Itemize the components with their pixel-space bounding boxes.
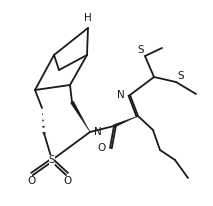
Text: S: S xyxy=(177,71,184,81)
Text: O: O xyxy=(27,176,35,186)
Text: O: O xyxy=(98,143,106,153)
Text: N: N xyxy=(117,90,125,100)
Polygon shape xyxy=(114,116,138,127)
Polygon shape xyxy=(71,101,90,132)
Text: N: N xyxy=(94,127,102,137)
Text: S: S xyxy=(137,45,144,55)
Text: H: H xyxy=(84,13,92,23)
Text: O: O xyxy=(64,176,72,186)
Text: S: S xyxy=(49,155,55,165)
